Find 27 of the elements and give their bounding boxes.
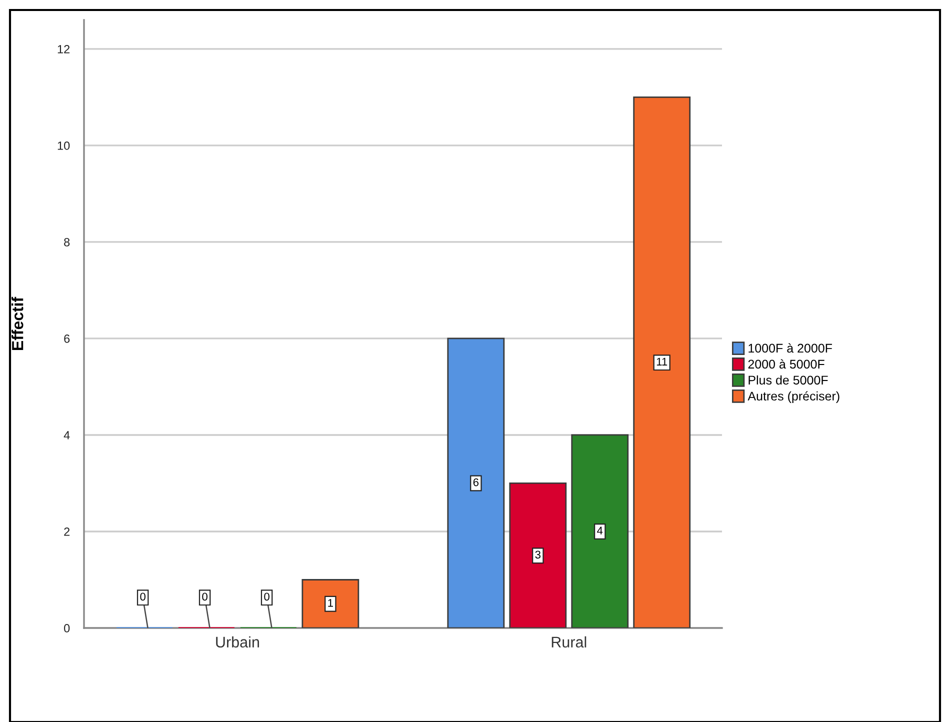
- y-tick-label: 10: [58, 141, 70, 150]
- legend-label: 2000 à 5000F: [748, 359, 824, 369]
- legend-label: Autres (préciser): [748, 391, 840, 404]
- data-label: 3: [535, 550, 540, 559]
- data-label: 6: [473, 478, 479, 486]
- data-label: 1: [328, 599, 333, 607]
- x-tick-label: Urbain: [216, 636, 259, 648]
- data-label: 11: [656, 358, 668, 366]
- y-tick-label: 6: [64, 334, 70, 343]
- bar: [571, 434, 629, 628]
- legend-label: 1000F à 2000F: [748, 343, 832, 353]
- data-label: 4: [597, 526, 603, 534]
- data-label: 0: [264, 592, 270, 601]
- y-tick-label: 2: [64, 528, 70, 536]
- bar: [633, 96, 691, 628]
- y-tick-label: 12: [58, 44, 70, 54]
- bar: [447, 338, 505, 628]
- data-label: 0: [140, 592, 146, 601]
- bar: [509, 482, 567, 628]
- legend-label: Plus de 5000F: [748, 375, 828, 385]
- x-tick-label: Rural: [552, 636, 586, 648]
- y-tick-label: 0: [64, 624, 70, 632]
- bar: [302, 579, 360, 628]
- y-axis-title: Effectif: [12, 296, 24, 350]
- y-tick-label: 8: [64, 238, 70, 246]
- data-label: 0: [202, 592, 208, 601]
- y-tick-label: 4: [64, 431, 70, 440]
